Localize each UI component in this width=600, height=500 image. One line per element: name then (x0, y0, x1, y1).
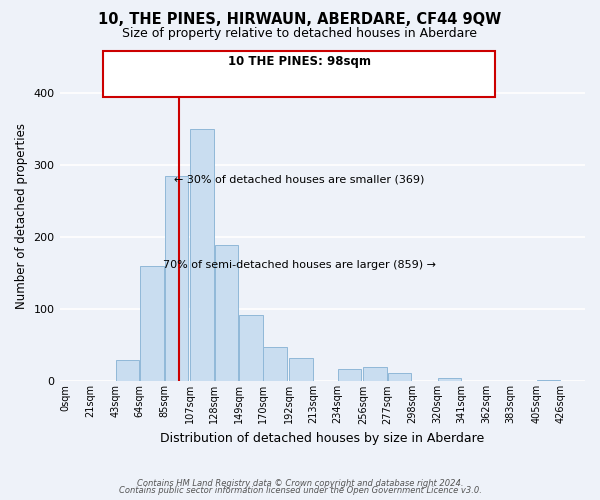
Text: 70% of semi-detached houses are larger (859) →: 70% of semi-detached houses are larger (… (163, 260, 436, 270)
Text: 10, THE PINES, HIRWAUN, ABERDARE, CF44 9QW: 10, THE PINES, HIRWAUN, ABERDARE, CF44 9… (98, 12, 502, 28)
Text: Contains HM Land Registry data © Crown copyright and database right 2024.: Contains HM Land Registry data © Crown c… (137, 478, 463, 488)
FancyBboxPatch shape (103, 52, 496, 97)
Bar (364, 367, 387, 382)
Bar (338, 369, 361, 382)
Y-axis label: Number of detached properties: Number of detached properties (15, 122, 28, 308)
Text: Size of property relative to detached houses in Aberdare: Size of property relative to detached ho… (122, 28, 478, 40)
Bar (164, 176, 188, 382)
Bar (116, 360, 139, 382)
Bar (190, 129, 214, 382)
Bar (263, 347, 287, 382)
Bar (388, 374, 412, 382)
X-axis label: Distribution of detached houses by size in Aberdare: Distribution of detached houses by size … (160, 432, 484, 445)
Text: ← 30% of detached houses are smaller (369): ← 30% of detached houses are smaller (36… (174, 174, 424, 184)
Bar (215, 244, 238, 382)
Text: 10 THE PINES: 98sqm: 10 THE PINES: 98sqm (227, 55, 371, 68)
Bar (536, 380, 560, 382)
Bar (140, 266, 164, 382)
Bar (289, 358, 313, 382)
Bar (239, 315, 263, 382)
Bar (438, 378, 461, 382)
Text: Contains public sector information licensed under the Open Government Licence v3: Contains public sector information licen… (119, 486, 481, 495)
